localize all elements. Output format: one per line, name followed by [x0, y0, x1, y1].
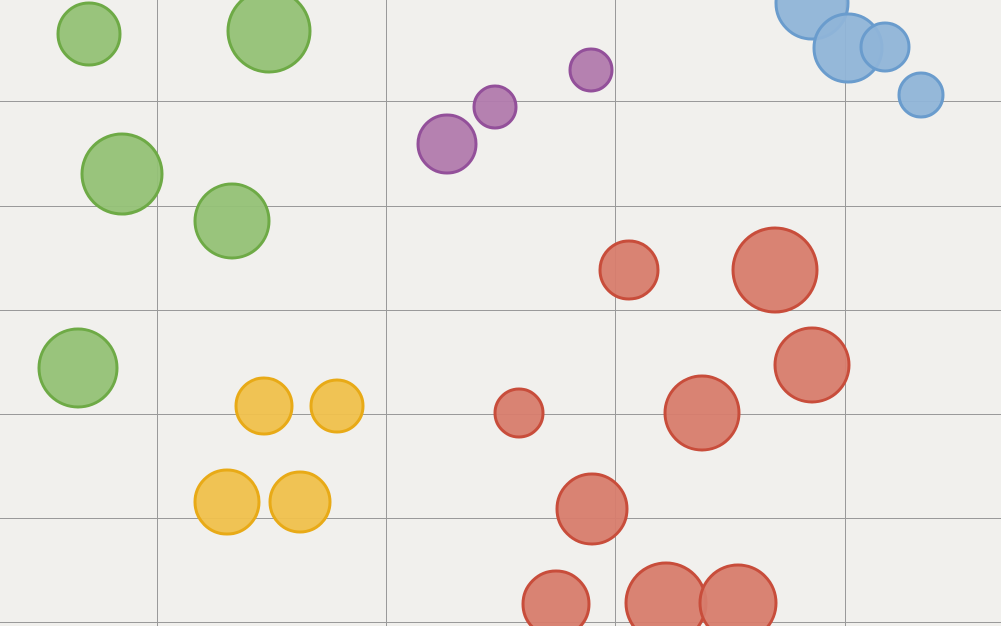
bubble-series-4-point-9[interactable] [698, 563, 778, 626]
bubble-series-5-point-1[interactable] [234, 376, 294, 436]
bubble-series-2-point-1[interactable] [568, 47, 614, 93]
bubble-series-4-point-8[interactable] [624, 561, 708, 626]
bubble-series-4-point-1[interactable] [598, 239, 660, 301]
bubble-series-1-point-3[interactable] [80, 132, 164, 216]
bubble-series-5-point-3[interactable] [193, 468, 261, 536]
bubble-series-4-point-3[interactable] [773, 326, 851, 404]
bubble-series-1-point-4[interactable] [193, 182, 271, 260]
bubble-series-2-point-2[interactable] [472, 84, 518, 130]
bubble-series-4-point-4[interactable] [493, 387, 545, 439]
bubbles [37, 0, 945, 626]
bubble-series-3-point-4[interactable] [897, 71, 945, 119]
bubble-series-3-point-3[interactable] [859, 21, 911, 73]
bubble-series-1-point-5[interactable] [37, 327, 119, 409]
bubble-series-2-point-3[interactable] [416, 113, 478, 175]
bubble-series-4-point-6[interactable] [555, 472, 629, 546]
bubble-series-5-point-2[interactable] [309, 378, 365, 434]
bubble-series-1-point-1[interactable] [56, 1, 122, 67]
bubble-series-1-point-2[interactable] [226, 0, 312, 74]
bubble-series-4-point-5[interactable] [663, 374, 741, 452]
bubble-series-4-point-2[interactable] [731, 226, 819, 314]
bubble-series-4-point-7[interactable] [521, 569, 591, 626]
bubble-series-5-point-4[interactable] [268, 470, 332, 534]
